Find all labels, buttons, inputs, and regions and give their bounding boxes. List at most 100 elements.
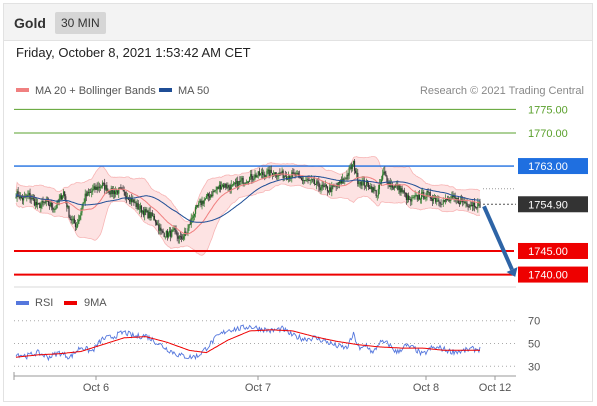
candle-body [31,197,33,199]
candle-body [327,191,330,193]
candle-body [256,175,258,178]
candle-body [374,190,376,191]
candle-body [305,180,307,182]
candle-body [111,188,113,194]
candle-body [83,202,85,204]
candle-body [160,227,162,231]
rsi-tick-30: 30 [528,361,540,373]
candle-body [465,202,467,204]
candle-body [336,185,338,187]
candle-body [211,194,213,196]
candle-body [220,186,223,190]
candle-body [163,232,165,237]
candle-body [243,182,245,184]
instrument-title: Gold [14,15,46,31]
candle-body [393,185,396,189]
current-price-tag [518,196,588,213]
candle-body [309,180,311,182]
candle-body [152,216,154,217]
candle-body [352,160,355,165]
candle-body [145,209,147,213]
candle-body [440,203,442,205]
candle-body [283,175,285,178]
candle-body [311,179,313,181]
candle-body [134,202,136,204]
candle-body [322,184,324,187]
candle-body [318,181,320,188]
candle-body [37,202,39,206]
candle-body [425,196,427,199]
candle-body [384,171,386,174]
candle-body [198,202,200,207]
candle-body [130,198,132,202]
candle-body [391,184,393,188]
candle-body [88,192,91,194]
candle-body [253,178,255,180]
candle-body [306,179,308,181]
candle-body [409,198,411,200]
candle-body [22,196,25,201]
candle-body [323,186,325,188]
candle-body [90,192,92,193]
candle-body [385,173,387,177]
candle-body [455,198,457,200]
candle-body [432,198,435,201]
candle-body [371,186,373,193]
candle-body [172,229,174,231]
candle-body [72,218,74,220]
candle-body [40,204,42,209]
candle-body [263,174,265,176]
candle-body [54,209,56,210]
candle-body [68,206,70,217]
candle-body [304,180,306,182]
candle-body [356,172,358,174]
timeframe-badge[interactable]: 30 MIN [55,12,106,34]
candle-body [236,180,238,184]
candle-body [206,193,209,197]
candle-body [417,195,419,200]
candle-body [450,198,452,201]
rsi-line [15,324,481,362]
candle-body [223,184,225,188]
candle-body [345,178,347,180]
candle-body [267,169,269,171]
rsi-tick-50: 50 [528,339,540,351]
candle-body [205,196,207,199]
candle-body [119,187,121,189]
candle-body [348,168,350,176]
candle-body [141,210,144,213]
candle-body [95,186,97,190]
candle-body [194,207,197,214]
candle-body [53,209,55,211]
candle-body [321,184,323,189]
candle-body [103,182,105,184]
candle-body [65,196,67,202]
candle-body [97,186,99,190]
candle-body [51,202,53,208]
candle-body [42,201,44,203]
candle-body [286,179,289,181]
candle-body [114,191,117,195]
candle-body [217,186,219,189]
candle-body [131,198,133,203]
candle-body [127,197,130,200]
candle-body [218,184,220,189]
candle-body [316,181,318,185]
candle-body [213,191,215,193]
candle-body [180,236,183,239]
candle-body [448,198,450,201]
candle-body [443,200,445,202]
candle-body [357,172,359,184]
candle-body [292,172,294,174]
candle-body [433,198,436,199]
candle-body [441,203,443,205]
candle-body [104,182,106,190]
candle-body [147,210,149,219]
candle-body [325,185,328,187]
legend-swatch-rsi [16,301,29,305]
candle-body [467,205,469,207]
candle-body [343,178,345,180]
candle-body [358,183,360,185]
candle-body [388,182,390,185]
candle-body [252,179,254,181]
